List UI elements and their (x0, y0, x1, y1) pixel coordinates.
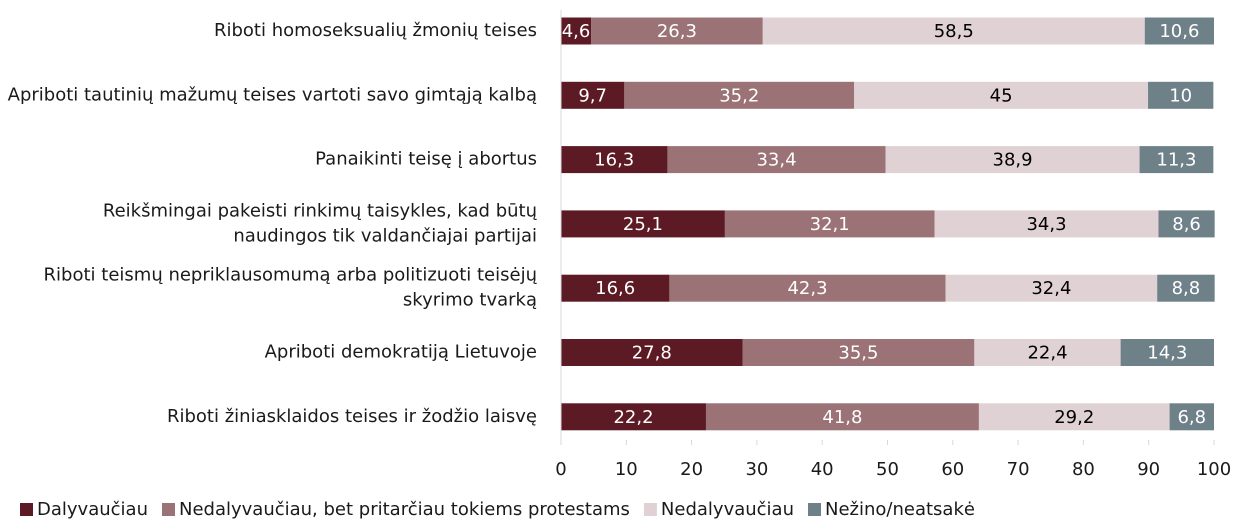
value-label: 35,2 (719, 85, 759, 106)
value-label: 9,7 (578, 85, 607, 106)
value-label: 26,3 (657, 21, 697, 42)
value-label: 38,9 (993, 150, 1033, 171)
category-label: Apriboti tautinių mažumų teises vartoti … (8, 84, 537, 105)
value-label: 42,3 (787, 278, 827, 299)
bar-segment (561, 81, 625, 109)
bar-segment (978, 403, 1170, 431)
bar-segment (561, 403, 706, 431)
bar-segment (1120, 339, 1214, 366)
bar-segment (1144, 17, 1214, 45)
category-label: Reikšmingai pakeisti rinkimų taisykles, … (103, 200, 538, 246)
bar-segment (705, 403, 979, 431)
category-label: Riboti homoseksualių žmonių teises (214, 20, 537, 41)
value-label: 29,2 (1054, 407, 1094, 428)
category-label: Apriboti demokratiją Lietuvoje (265, 342, 537, 363)
bar-segment (974, 339, 1121, 366)
value-label: 4,6 (562, 21, 591, 42)
value-label: 35,5 (838, 343, 878, 364)
bar-segment (934, 210, 1159, 238)
bar-segment (1157, 274, 1215, 302)
x-tick-label: 90 (1137, 459, 1160, 480)
value-label: 32,1 (810, 214, 850, 235)
value-label: 8,6 (1172, 214, 1201, 235)
bar-segment (669, 274, 946, 302)
value-label: 10,6 (1159, 21, 1199, 42)
bar-segment (561, 17, 592, 45)
bar-segment (561, 339, 743, 366)
legend-swatch (20, 503, 33, 516)
value-label: 27,8 (632, 343, 672, 364)
bar-segment (1158, 210, 1215, 238)
value-label: 34,3 (1026, 214, 1066, 235)
bar-segment (561, 210, 725, 238)
bar-segment (854, 81, 1149, 109)
x-tick-label: 60 (941, 459, 964, 480)
x-tick-label: 50 (876, 459, 899, 480)
bar-segment (667, 146, 886, 174)
value-label: 45 (990, 85, 1013, 106)
bar-segment (591, 17, 763, 45)
bar-segment (1169, 403, 1214, 431)
x-tick-label: 70 (1007, 459, 1030, 480)
value-label: 22,2 (613, 407, 653, 428)
bar-segment (561, 274, 670, 302)
x-tick-label: 40 (811, 459, 834, 480)
legend-label: Dalyvaučiau (37, 499, 148, 520)
value-label: 8,8 (1172, 278, 1201, 299)
category-label: Panaikinti teisę į abortus (315, 149, 537, 170)
category-label: Riboti žiniasklaidos teises ir žodžio la… (167, 406, 537, 427)
value-label: 22,4 (1027, 343, 1067, 364)
x-tick-label: 30 (745, 459, 768, 480)
x-tick-label: 10 (615, 459, 638, 480)
value-label: 16,6 (595, 278, 635, 299)
bar-segment (885, 146, 1140, 174)
x-tick-label: 100 (1197, 459, 1231, 480)
bar-segment (724, 210, 935, 238)
bar-segment (624, 81, 855, 109)
legend-swatch (643, 503, 657, 516)
category-label: Riboti teismų nepriklausomumą arba polit… (44, 265, 538, 311)
value-label: 14,3 (1147, 343, 1187, 364)
bar-segment (1148, 81, 1214, 109)
legend-swatch (161, 503, 175, 516)
bar-segment (561, 146, 668, 174)
value-label: 11,3 (1156, 150, 1196, 171)
value-label: 58,5 (934, 21, 974, 42)
bar-segment (1139, 146, 1214, 174)
bar-segment (742, 339, 975, 366)
value-label: 41,8 (822, 407, 862, 428)
value-label: 6,8 (1177, 407, 1206, 428)
bar-segment (762, 17, 1145, 45)
value-label: 10 (1169, 85, 1192, 106)
legend-swatch (808, 503, 821, 516)
value-label: 16,3 (594, 150, 634, 171)
value-label: 25,1 (623, 214, 663, 235)
value-label: 33,4 (756, 150, 796, 171)
x-tick-label: 20 (680, 459, 703, 480)
legend-label: Nedalyvaučiau (661, 499, 794, 520)
value-label: 32,4 (1031, 278, 1071, 299)
x-tick-label: 80 (1072, 459, 1095, 480)
bar-segment (945, 274, 1158, 302)
legend-label: Nedalyvaučiau, bet pritarčiau tokiems pr… (179, 499, 630, 520)
legend-label: Nežino/neatsakė (825, 499, 975, 520)
x-tick-label: 0 (555, 459, 566, 480)
